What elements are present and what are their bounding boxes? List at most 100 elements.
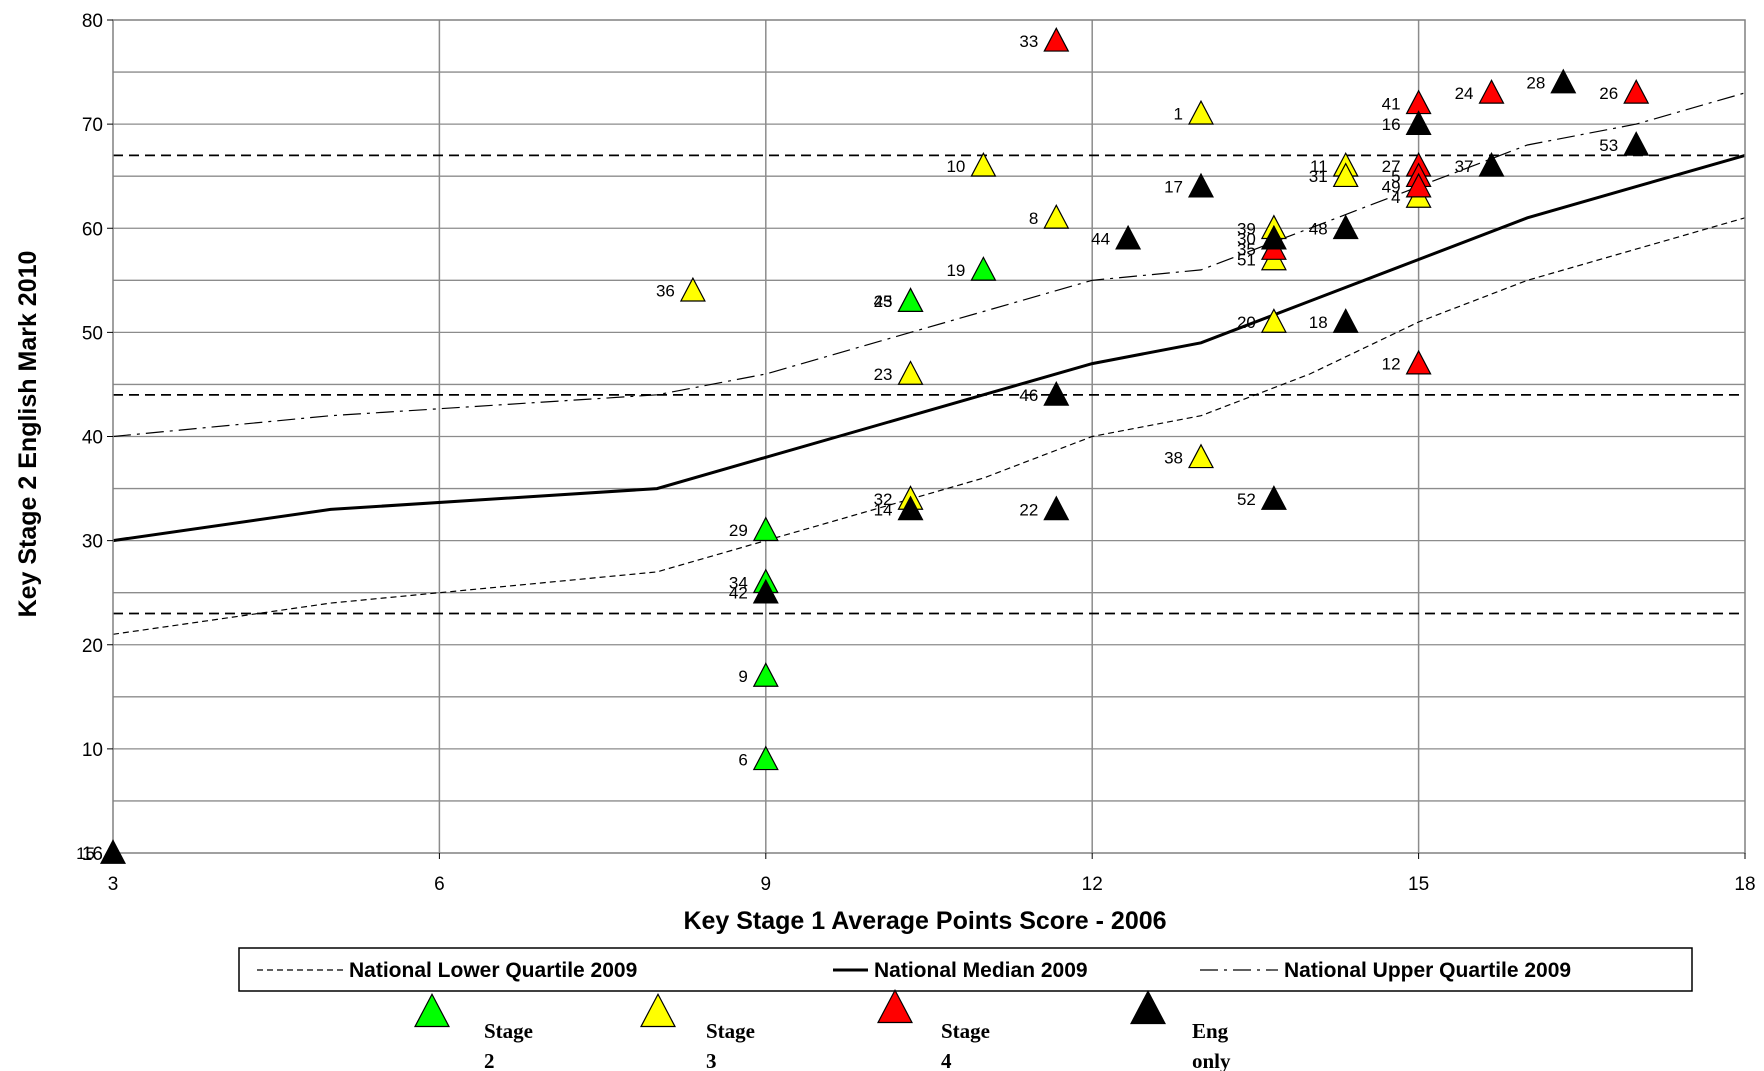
point-label: 28 [1526,73,1545,92]
point-label: 11 [1310,157,1328,176]
data-point [1332,162,1359,188]
y-axis-title: Key Stage 2 English Mark 2010 [14,251,42,618]
data-point [1478,79,1505,104]
point-label: 30 [1237,230,1256,249]
point-label: 18 [1309,313,1328,332]
point-label: 31 [1309,167,1328,186]
data-point [970,256,997,281]
point-label: 19 [946,261,965,280]
data-point [1550,68,1577,94]
data-point [897,495,924,521]
point-label: 43 [874,292,893,311]
point-label: 29 [729,521,748,540]
data-point [1043,26,1070,52]
y-axis-ticks: 80 70 60 50 40 30 20 10 16 [82,11,113,865]
point-label: 17 [1164,178,1183,197]
point-label: 44 [1091,230,1110,249]
data-point [1405,172,1432,198]
point-label: 41 [1382,94,1401,113]
legend-marker-label: Eng [1192,1019,1229,1043]
y-tick-label: 10 [82,740,103,761]
marker-legend: Stage 2 Stage 3 Stage 4 Eng only [414,988,1231,1071]
data-point [1260,224,1287,250]
point-label: 37 [1455,157,1474,176]
legend-marker-label: Stage [484,1019,533,1043]
data-point [897,287,924,312]
point-label: 12 [1382,355,1401,374]
y-tick-label: 20 [82,636,103,657]
data-point [1188,99,1214,125]
data-point [1478,151,1505,177]
point-label: 4 [1391,188,1400,207]
y-tick-label: 30 [82,532,103,553]
point-label: 20 [1237,313,1256,332]
point-label: 10 [946,157,965,176]
legend-marker-label: 4 [941,1049,952,1071]
data-point [752,578,779,604]
data-points [100,26,1650,864]
legend-marker-icon [877,988,913,1024]
x-tick-label: 6 [434,874,445,895]
legend-label: National Median 2009 [874,959,1088,982]
point-label: 27 [1382,157,1401,176]
point-label: 53 [1599,136,1618,155]
line-legend: National Lower Quartile 2009 National Med… [238,947,1693,992]
data-point [1043,495,1070,521]
point-label: 26 [1599,84,1618,103]
y-tick-label: 70 [82,115,103,136]
legend-label: National Upper Quartile 2009 [1284,959,1571,982]
point-label: 36 [656,282,675,301]
point-label: 34 [729,573,748,592]
x-tick-label: 9 [761,874,772,895]
y-tick-label: 50 [82,323,103,344]
point-label: 22 [1019,500,1038,519]
legend-marker-label: only [1192,1049,1231,1071]
y-tick-label: 60 [82,219,103,240]
data-point [752,745,779,771]
data-point [1332,214,1359,240]
data-point [1405,89,1432,115]
legend-label: National Lower Quartile 2009 [349,959,637,982]
point-label: 46 [1019,386,1038,405]
data-point [1115,224,1142,250]
data-point [1188,443,1214,469]
point-label: 52 [1237,490,1256,509]
series-line [112,153,1746,543]
point-label: 38 [1164,448,1183,467]
point-label: 1 [1174,105,1183,124]
data-point [752,662,779,687]
legend-marker-icon [640,992,676,1028]
point-label: 35 [1237,240,1256,259]
point-label: 51 [1237,250,1256,269]
point-label: 16 [1382,115,1401,134]
data-point [1043,381,1070,406]
data-point [1623,79,1650,104]
y-tick-label: 40 [82,428,103,449]
data-point [752,516,779,542]
point-label: 42 [729,584,748,603]
point-label: 49 [1382,178,1401,197]
reference-lines [113,154,1745,615]
point-label: 5 [1391,167,1400,186]
point-label: 24 [1455,84,1474,103]
x-axis-title: Key Stage 1 Average Points Score - 2006 [683,907,1166,935]
point-label: 14 [874,500,893,519]
series-line [112,217,1746,635]
data-point [1405,110,1432,135]
x-tick-label: 12 [1082,874,1103,895]
quartile-lines [112,92,1746,635]
data-point [1405,349,1432,375]
data-point [1043,204,1070,229]
point-label: 25 [874,292,893,311]
point-label: 48 [1309,219,1328,238]
legend-marker-label: Stage [706,1019,755,1043]
point-label: 32 [874,490,893,509]
x-axis-ticks: 3 6 9 12 15 18 [108,853,1756,895]
grid-lines [113,20,1745,853]
legend-marker-icon [414,992,450,1028]
y-tick-label: 16 [82,844,103,865]
point-label: 9 [738,667,747,686]
data-point [1623,131,1650,156]
point-label: 39 [1237,219,1256,238]
point-label: 23 [874,365,893,384]
